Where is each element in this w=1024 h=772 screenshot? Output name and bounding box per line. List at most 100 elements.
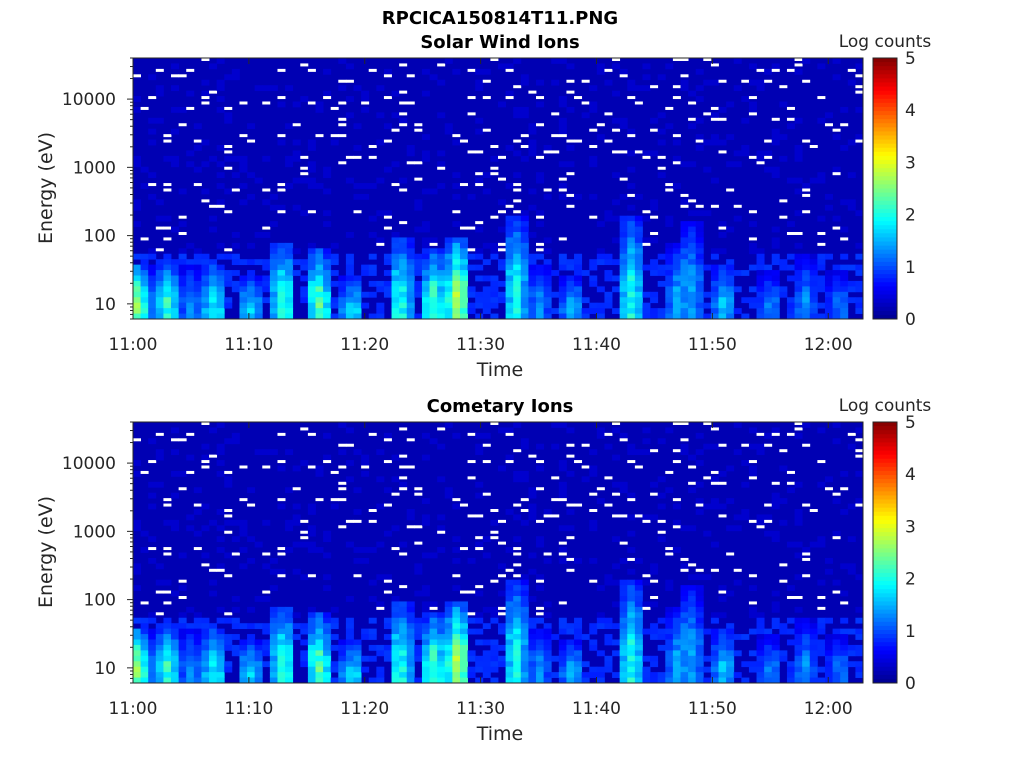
spectrogram-cell — [444, 650, 453, 657]
spectrogram-cell — [285, 253, 294, 260]
spectrogram-cell — [269, 264, 278, 271]
spectrogram-cell — [391, 596, 400, 602]
spectrogram-cell — [277, 313, 286, 320]
spectrogram-cell — [688, 525, 697, 532]
spectrogram-cell — [323, 623, 332, 630]
spectrogram-cell — [155, 275, 164, 282]
spectrogram-cell — [505, 204, 514, 208]
spectrogram-cell — [558, 291, 567, 298]
spectrogram-cell — [231, 270, 240, 276]
spectrogram-cell — [710, 106, 719, 110]
spectrogram-cell — [528, 139, 537, 146]
spectrogram-cell — [764, 432, 773, 439]
spectrogram-cell — [627, 193, 636, 197]
spectrogram-cell — [688, 123, 697, 130]
spectrogram-cell — [657, 617, 666, 624]
spectrogram-cell — [528, 128, 537, 135]
spectrogram-cell — [459, 253, 468, 260]
spectrogram-cell — [634, 226, 643, 233]
spectrogram-cell — [247, 193, 256, 200]
spectrogram-cell — [148, 677, 157, 684]
spectrogram-cell — [589, 128, 598, 132]
spectrogram-cell — [703, 264, 712, 271]
spectrogram-cell — [824, 634, 833, 640]
spectrogram-cell — [718, 612, 727, 619]
spectrogram-cell — [627, 259, 636, 266]
spectrogram-cell — [307, 248, 316, 255]
spectrogram-cell — [269, 85, 278, 92]
spectrogram-cell — [627, 128, 636, 135]
spectrogram-cell — [809, 617, 818, 624]
spectrogram-cell — [247, 286, 256, 293]
spectrogram-cell — [809, 644, 818, 651]
spectrogram-cell — [551, 634, 560, 640]
spectrogram-cell — [231, 259, 240, 266]
spectrogram-cell — [444, 264, 453, 271]
spectrogram-cell — [634, 259, 643, 266]
spectrogram-cell — [475, 177, 484, 184]
spectrogram-cell — [421, 601, 430, 608]
spectrogram-cell — [391, 248, 400, 255]
spectrogram-cell — [201, 465, 210, 469]
spectrogram-cell — [254, 644, 263, 651]
spectrogram-cell — [505, 628, 514, 635]
spectrogram-cell — [231, 596, 240, 602]
spectrogram-cell — [330, 498, 339, 502]
spectrogram-cell — [764, 503, 773, 507]
spectrogram-cell — [680, 161, 689, 168]
spectrogram-cell — [475, 313, 484, 320]
spectrogram-cell — [574, 460, 583, 464]
spectrogram-cell — [756, 655, 765, 662]
spectrogram-cell — [171, 623, 180, 630]
spectrogram-cell — [376, 672, 385, 678]
spectrogram-cell — [155, 85, 164, 92]
spectrogram-cell — [399, 617, 408, 624]
spectrogram-cell — [163, 237, 172, 241]
spectrogram-cell — [612, 536, 621, 543]
colorbar-segment — [873, 515, 897, 521]
spectrogram-cell — [437, 547, 446, 553]
spectrogram-cell — [574, 291, 583, 298]
spectrogram-cell — [619, 291, 628, 298]
spectrogram-cell — [650, 199, 659, 206]
spectrogram-cell — [718, 232, 727, 238]
spectrogram-cell — [155, 672, 164, 678]
spectrogram-cell — [254, 672, 263, 678]
spectrogram-cell — [528, 677, 537, 684]
spectrogram-cell — [391, 601, 400, 608]
spectrogram-cell — [201, 297, 210, 304]
spectrogram-cell — [809, 313, 818, 320]
spectrogram-cell — [604, 661, 613, 668]
spectrogram-cell — [558, 297, 567, 304]
colorbar-segment — [873, 98, 897, 104]
spectrogram-cell — [612, 259, 621, 266]
spectrogram-cell — [634, 677, 643, 684]
spectrogram-cell — [285, 525, 294, 532]
spectrogram-cell — [482, 606, 491, 613]
spectrogram-cell — [748, 101, 757, 108]
spectrogram-cell — [140, 280, 149, 287]
spectrogram-cell — [330, 259, 339, 266]
spectrogram-cell — [399, 248, 408, 255]
spectrogram-cell — [695, 574, 704, 581]
spectrogram-cell — [604, 443, 613, 450]
spectrogram-cell — [444, 661, 453, 668]
spectrogram-cell — [315, 650, 324, 657]
spectrogram-cell — [650, 232, 659, 235]
spectrogram-cell — [688, 210, 697, 217]
spectrogram-cell — [832, 590, 841, 594]
spectrogram-cell — [718, 117, 727, 121]
spectrogram-cell — [566, 644, 575, 651]
spectrogram-cell — [391, 308, 400, 314]
colorbar-segment — [873, 290, 897, 296]
spectrogram-cell — [764, 655, 773, 662]
spectrogram-cell — [612, 601, 621, 608]
spectrogram-cell — [794, 661, 803, 668]
spectrogram-cell — [726, 650, 735, 657]
spectrogram-cell — [589, 101, 598, 108]
spectrogram-cell — [209, 454, 218, 458]
spectrogram-cell — [292, 259, 301, 266]
spectrogram-cell — [513, 579, 522, 586]
spectrogram-cell — [148, 291, 157, 298]
spectrogram-cell — [437, 655, 446, 662]
